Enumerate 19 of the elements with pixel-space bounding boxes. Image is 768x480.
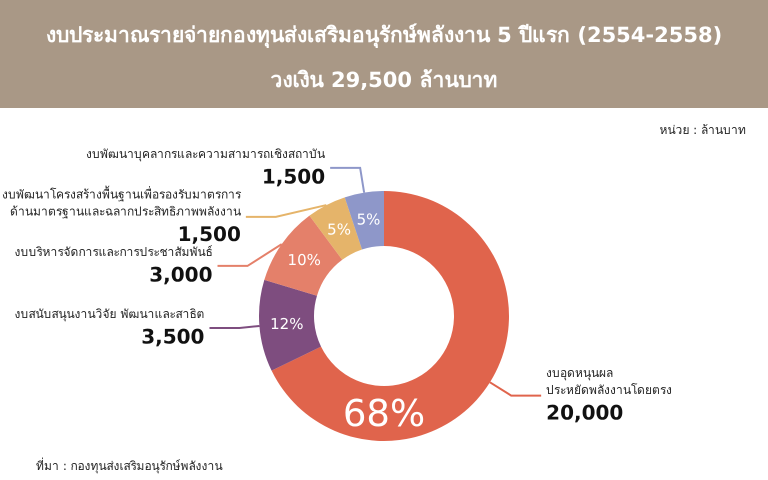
slice-label: งบบริหารจัดการและการประชาสัมพันธ์ xyxy=(14,244,213,259)
data-label: 3,500 xyxy=(141,324,204,348)
text: 10% xyxy=(288,250,321,269)
text: 5% xyxy=(356,210,380,229)
chart-title: งบประมาณรายจ่ายกองทุนส่งเสริมอนุรักษ์พลังงาน 5 ปีแรก (2554-2558) xyxy=(44,22,724,50)
chart-subtitle: วงเงิน 29,500 ล้านบาท xyxy=(270,67,498,94)
data-label: 1,500 xyxy=(262,164,326,188)
data-label: 1,500 xyxy=(178,222,241,246)
data-label: 20,000 xyxy=(546,400,624,425)
slice-label: งบพัฒนาบุคลากรและความสามารถเชิงสถาบัน xyxy=(86,146,326,162)
text: 68% xyxy=(342,392,426,435)
slice-label: งบสนับสนุนงานวิจัย พัฒนาและสาธิต xyxy=(14,306,204,322)
text: 12% xyxy=(270,314,304,333)
text: หน่วย : ล้านบาท xyxy=(659,122,746,139)
text: ที่มา : กองทุนส่งเสริมอนุรักษ์พลังงาน xyxy=(36,456,223,475)
text: 5% xyxy=(327,220,351,238)
data-label: 3,000 xyxy=(149,262,213,286)
slice-label: งบอุดหนุนผล ประหยัดพลังงานโดยตรง xyxy=(546,366,672,398)
slice-label: งบพัฒนาโครงสร้างพื้นฐานเพื่อรองรับมาตรการ ด้านมาตรฐานและฉลากประสิทธิภาพพลังงาน xyxy=(2,185,242,218)
